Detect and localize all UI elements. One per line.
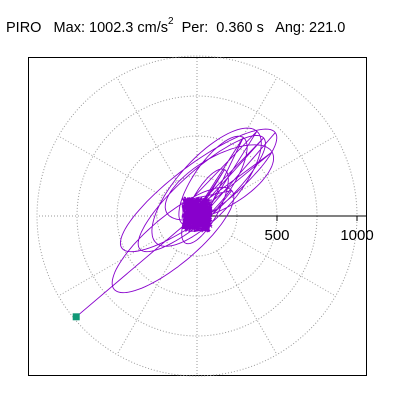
- max-unit: cm/s: [137, 19, 168, 36]
- trace-layer: [75, 127, 278, 318]
- grid-spoke-210: [58, 235, 163, 297]
- grid-spoke-150: [58, 135, 163, 197]
- grid-spoke-120: [116, 77, 178, 182]
- max-unit-exponent: 2: [168, 16, 174, 27]
- max-value: 1002.3: [89, 19, 134, 36]
- period-value: 0.360: [216, 19, 253, 36]
- grid-spoke-240: [116, 250, 178, 355]
- period-unit: s: [256, 19, 264, 36]
- acceleration-trace: [75, 127, 278, 318]
- max-label: Max:: [53, 19, 85, 36]
- x-tick-label-500: 500: [264, 227, 289, 244]
- angle-value: 221.0: [309, 19, 346, 36]
- marker-layer: [72, 313, 80, 321]
- plot-frame: [28, 57, 367, 376]
- station-label: PIRO: [6, 19, 42, 36]
- period-label: Per:: [181, 19, 209, 36]
- grid-spoke-330: [231, 235, 336, 297]
- header-bar: PIRO Max: 1002.3 cm/s2 Per: 0.360 s Ang:…: [6, 16, 346, 36]
- end-point-marker: [72, 313, 80, 321]
- grid-spoke-60: [216, 77, 278, 182]
- grid-spoke-30: [231, 135, 336, 197]
- angle-label: Ang:: [275, 19, 305, 36]
- x-axis: 500 1000: [197, 215, 374, 244]
- grid-spoke-300: [216, 250, 278, 355]
- x-tick-label-1000: 1000: [340, 227, 373, 244]
